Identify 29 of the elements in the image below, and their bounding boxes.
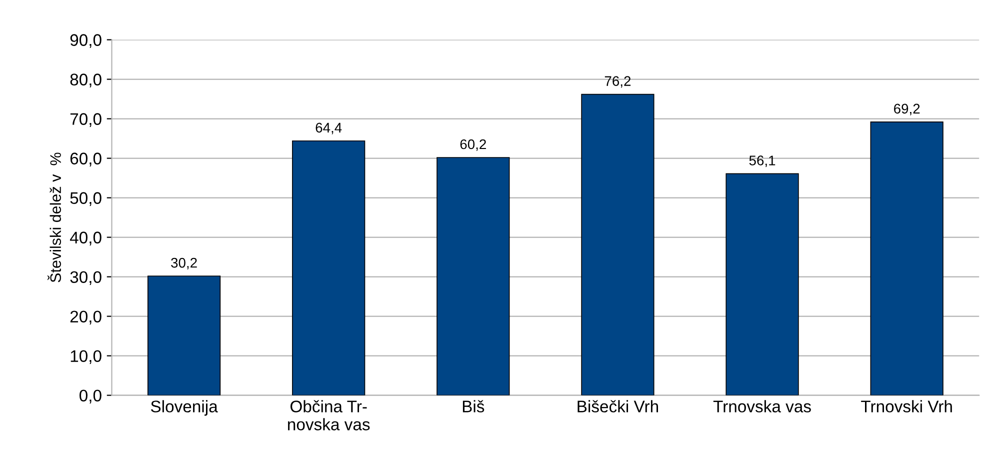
data-label: 76,2 [604,76,631,88]
y-tick-label: 40,0 [70,232,102,246]
bar [147,276,221,396]
bar [436,157,510,396]
y-tick-label: 30,0 [70,271,102,285]
x-tick-label: Trnovska vas [713,400,811,412]
y-axis-title: Številski delež v % [48,152,62,282]
y-tick-label: 10,0 [70,350,102,364]
x-tick-label: Slovenija [150,400,218,416]
y-tick-label: 60,0 [70,152,102,166]
bar [870,122,944,396]
y-tick-label: 20,0 [70,310,102,324]
data-label: 64,4 [316,122,342,134]
y-tick-label: 50,0 [70,192,102,206]
bar [726,173,799,396]
data-label: 30,2 [171,258,197,270]
bar [581,94,654,396]
x-tick-label: Občina Tr- novska vas [288,400,370,430]
data-label: 60,2 [460,139,486,151]
x-tick-label: Trnovski Vrh [861,400,952,412]
data-label: 56,1 [749,156,776,168]
y-tick-label: 90,0 [70,34,102,48]
y-tick-label: 70,0 [70,113,102,127]
y-tick-label: 0,0 [80,390,102,404]
bar [292,140,366,396]
x-tick-label: Biš [462,400,484,412]
data-label: 69,2 [894,104,920,116]
x-tick-label: Bišečki Vrh [578,400,658,412]
y-tick-label: 80,0 [70,74,102,88]
